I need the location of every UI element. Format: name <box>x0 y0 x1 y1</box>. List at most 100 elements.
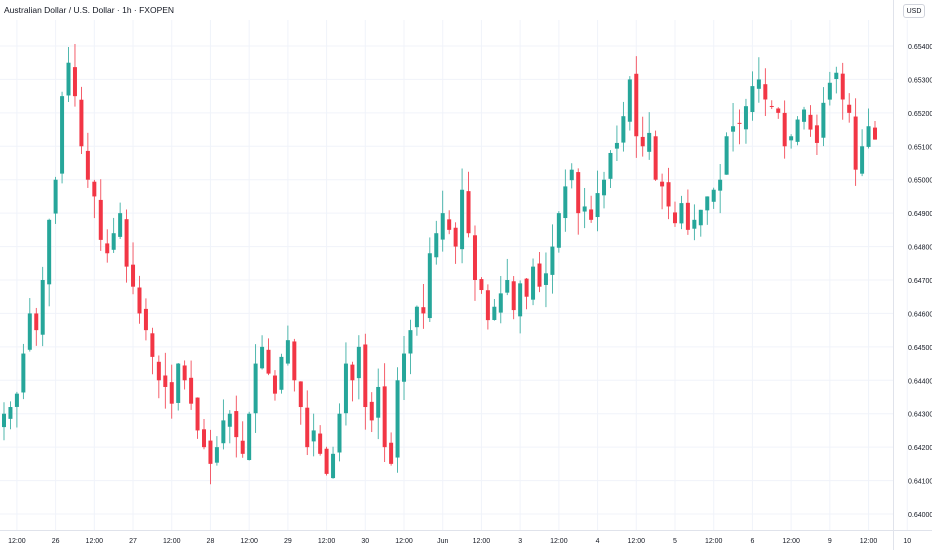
candle-body <box>724 136 729 175</box>
candle-body <box>356 346 361 379</box>
x-tick-label: 4 <box>596 538 600 545</box>
x-tick-label: 12:00 <box>8 538 26 545</box>
candle-body <box>137 287 142 314</box>
candle-body <box>853 116 858 170</box>
candle-body <box>782 112 787 147</box>
candle-body <box>666 182 671 207</box>
candle-body <box>634 73 639 137</box>
candle-body <box>776 108 781 113</box>
candle-body <box>814 125 819 143</box>
candle-body <box>118 213 123 237</box>
x-tick-label: 6 <box>750 538 754 545</box>
candle-body <box>550 246 555 275</box>
candle-body <box>169 382 174 404</box>
x-tick-label: 12:00 <box>860 538 878 545</box>
candle-body <box>337 413 342 453</box>
candle-body <box>427 253 432 319</box>
candle-body <box>279 356 284 390</box>
candle-body <box>1 413 7 428</box>
candle-body <box>498 293 503 313</box>
candle-body <box>331 453 336 479</box>
candle-body <box>731 126 736 132</box>
candle-body <box>150 333 155 357</box>
x-tick-label: 12:00 <box>318 538 336 545</box>
candle-body <box>640 136 645 147</box>
candle-body <box>47 219 52 285</box>
candle-body <box>660 181 665 187</box>
candle-body <box>653 136 658 180</box>
candle-body <box>272 375 277 394</box>
candle-body <box>808 114 813 130</box>
candle-body <box>460 189 465 250</box>
candle-body <box>872 127 878 140</box>
y-tick-label: 0.65200 <box>908 111 932 118</box>
candle-body <box>98 199 103 240</box>
candle-body <box>266 349 271 374</box>
y-tick-label: 0.64800 <box>908 245 932 252</box>
currency-badge[interactable]: USD <box>903 4 925 18</box>
x-tick-label: 12:00 <box>705 538 723 545</box>
candle-body <box>260 346 265 369</box>
candle-body <box>79 99 84 147</box>
candle-body <box>53 179 58 214</box>
candle-body <box>756 79 761 89</box>
x-tick-label: 12:00 <box>473 538 491 545</box>
candle-body <box>543 273 548 285</box>
candle-body <box>408 330 413 354</box>
candle-body <box>414 306 419 328</box>
candle-body <box>524 278 529 297</box>
candle-body <box>240 440 245 454</box>
candle-body <box>27 313 32 350</box>
y-tick-label: 0.65300 <box>908 77 932 84</box>
x-tick-label: 10 <box>903 538 911 545</box>
candle-body <box>305 407 310 448</box>
candle-body <box>92 181 97 197</box>
candle-body <box>234 411 239 438</box>
candle-body <box>698 209 703 226</box>
candle-body <box>827 82 832 100</box>
candle-body <box>834 72 839 80</box>
candle-body <box>202 429 207 448</box>
candle-body <box>311 430 316 442</box>
candle-body <box>563 186 568 219</box>
candle-body <box>847 104 852 113</box>
candle-body <box>608 152 613 179</box>
candle-body <box>292 341 297 381</box>
candle-body <box>769 105 774 107</box>
candle-body <box>247 413 252 461</box>
candle-body <box>21 353 26 393</box>
candle-body <box>505 280 510 293</box>
y-tick-label: 0.64900 <box>908 211 932 218</box>
candle-body <box>692 219 697 229</box>
candle-body <box>14 393 19 407</box>
candle-body <box>176 363 181 403</box>
candle-body <box>511 281 516 311</box>
candle-body <box>614 142 619 149</box>
y-tick-label: 0.65400 <box>908 44 932 51</box>
candle-body <box>743 106 748 130</box>
y-tick-label: 0.65100 <box>908 144 932 151</box>
candle-body <box>866 126 871 147</box>
y-tick-label: 0.64200 <box>908 445 932 452</box>
x-tick-label: 12:00 <box>163 538 181 545</box>
candle-body <box>195 397 200 431</box>
x-tick-label: 5 <box>673 538 677 545</box>
candle-body <box>395 380 400 458</box>
candle-body <box>711 189 716 202</box>
candle-body <box>840 73 845 100</box>
x-tick-label: 12:00 <box>628 538 646 545</box>
candle-body <box>453 227 458 247</box>
candle-body <box>40 280 45 335</box>
candle-body <box>576 172 581 214</box>
candle-body <box>763 84 768 100</box>
candle-body <box>214 447 219 463</box>
candle-body <box>363 344 368 408</box>
candle-body <box>569 169 574 181</box>
candle-body <box>718 179 723 191</box>
candle-body <box>189 377 194 404</box>
candle-body <box>685 202 690 230</box>
x-tick-label: 3 <box>518 538 522 545</box>
candle-body <box>131 264 136 287</box>
